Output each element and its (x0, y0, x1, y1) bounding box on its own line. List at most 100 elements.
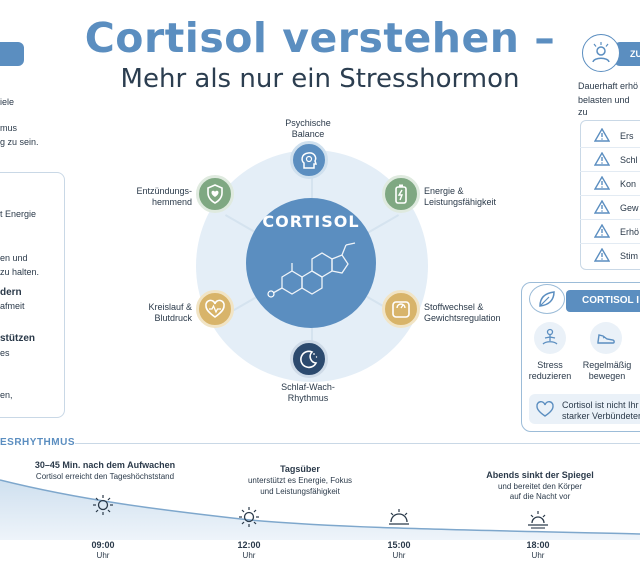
sun-icon (93, 495, 113, 515)
battery-icon (395, 184, 407, 204)
node-psyche (290, 141, 328, 179)
timeline-event-title: Tagsüber (280, 464, 320, 474)
meditation-icon (542, 328, 558, 345)
right-panel-header-label: ZU (630, 49, 640, 59)
left-item-text: zu halten. (0, 267, 40, 277)
warning-icon (593, 175, 611, 192)
warning-icon (593, 127, 611, 144)
sun-cloud-icon (389, 509, 409, 525)
page-subtitle: Mehr als nur ein Stresshormon (120, 64, 520, 94)
balance-note-line2: starker Verbündeter (562, 411, 640, 421)
shield-heart-icon (207, 184, 223, 204)
left-item-bold: stützen (0, 333, 35, 344)
stressed-person-icon (592, 42, 610, 63)
warning-icon (593, 247, 611, 264)
node-label-entzuendung-line1: Entzündungs- (136, 186, 192, 196)
timeline-event-text: Cortisol erreicht den Tageshöchststand (35, 472, 175, 481)
left-item-text: en und (0, 253, 28, 263)
molecule-icon (267, 242, 356, 298)
left-item-text: en, (0, 390, 13, 400)
left-item-text: es (0, 348, 10, 358)
timeline-event-text: und bereitet den Körper (497, 482, 583, 491)
scale-icon (392, 301, 410, 318)
left-intro-line: mus (0, 123, 18, 133)
habit-label: Stress (537, 360, 563, 370)
warning-item: Gew (580, 196, 640, 220)
shoe-icon (597, 334, 615, 344)
time-label: 15:00 (387, 540, 411, 550)
node-label-energie-line2: Leistungsfähigkeit (424, 197, 497, 207)
warning-item: Schl (580, 148, 640, 172)
habit-label: bewegen (588, 371, 626, 381)
timeline-event-text: und Leistungsfähigkeit (260, 487, 340, 496)
habit-label: Regelmäßig (582, 360, 632, 370)
node-label-psyche-line1: Psychische (285, 118, 331, 128)
timeline-event-title: 30–45 Min. nach dem Aufwachen (34, 460, 176, 470)
warning-item: Erhö (580, 220, 640, 244)
node-label-schlaf-line1: Schlaf-Wach- (281, 382, 335, 392)
right-panel-badge (582, 34, 620, 72)
node-schlaf (290, 340, 328, 378)
habit-label: reduzieren (528, 371, 572, 381)
warning-text: Ers (620, 130, 634, 141)
page-title: Cortisol verstehen – (84, 14, 556, 62)
right-intro-line: belasten und zu (578, 95, 630, 117)
warning-item: Kon (580, 172, 640, 196)
time-label: 09:00 (91, 540, 115, 550)
time-label: 12:00 (237, 540, 261, 550)
warning-icon (593, 151, 611, 168)
balance-title: CORTISOL I (582, 295, 640, 306)
warning-text: Gew (620, 202, 639, 213)
timeline-event-text: auf die Nacht vor (509, 492, 571, 501)
node-label-stoffwechsel-line2: Gewichtsregulation (424, 313, 501, 323)
node-label-psyche-line2: Balance (291, 129, 325, 139)
heart-icon (536, 401, 554, 417)
timeline-event-title: Abends sinkt der Spiegel (486, 470, 594, 480)
time-unit: Uhr (392, 551, 406, 560)
warning-text: Erhö (620, 226, 640, 237)
cortisol-core-label: CORTISOL (262, 212, 360, 231)
warning-text: Kon (620, 178, 637, 189)
node-label-kreislauf-line1: Kreislauf & (148, 302, 192, 312)
warning-item: Ers (580, 124, 640, 148)
node-kreislauf (196, 290, 234, 328)
habit-bewegen (590, 322, 622, 354)
habit-stress (534, 322, 566, 354)
heart-pulse-icon (205, 299, 225, 318)
balance-note (529, 394, 640, 424)
cortisol-core (246, 198, 376, 328)
warning-icon (593, 223, 611, 240)
left-panel-badge (0, 42, 24, 66)
node-label-kreislauf-line2: Blutdruck (154, 313, 192, 323)
balance-header: CORTISOL I (566, 290, 640, 312)
left-info-box (0, 172, 65, 418)
left-item-bold: dern (0, 287, 22, 298)
left-intro-line: iele (0, 97, 15, 107)
cortisol-curve (0, 479, 640, 540)
sunset-icon (528, 511, 548, 529)
leaf-icon (539, 291, 555, 307)
node-energie (382, 175, 420, 213)
node-label-energie-line1: Energie & (424, 186, 464, 196)
time-unit: Uhr (242, 551, 256, 560)
warning-item: Stim (580, 244, 640, 268)
left-item-text: t Energie (0, 209, 37, 219)
node-label-stoffwechsel-line1: Stoffwechsel & (424, 302, 484, 312)
node-stoffwechsel (382, 290, 420, 328)
time-label: 18:00 (526, 540, 550, 550)
warning-text: Schl (620, 154, 638, 165)
node-label-entzuendung-line2: hemmend (151, 197, 192, 207)
node-entzuendung (196, 175, 234, 213)
right-intro-line: Dauerhaft erhö (578, 81, 639, 91)
balance-note-line1: Cortisol ist nicht Ihr (562, 400, 639, 410)
moon-icon (300, 350, 318, 369)
timeline-event-text: unterstützt es Energie, Fokus (247, 476, 353, 485)
head-icon (301, 152, 318, 169)
time-unit: Uhr (96, 551, 110, 560)
left-intro-line: g zu sein. (0, 137, 39, 147)
time-unit: Uhr (531, 551, 545, 560)
timeline-divider (75, 443, 640, 444)
left-item-text: afmeit (0, 301, 25, 311)
warning-icon (593, 199, 611, 216)
timeline-title: ESRHYTHMUS (0, 437, 76, 448)
